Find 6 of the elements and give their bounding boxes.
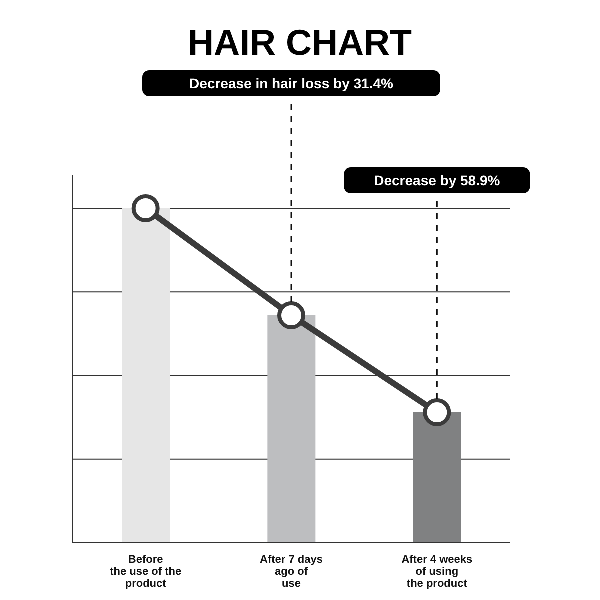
text: Decrease in hair loss by 31.4% xyxy=(190,76,394,92)
chart-title: HAIR CHART xyxy=(187,22,413,64)
x-tick-label: After 7 days ago of use xyxy=(260,554,323,590)
text: Decrease by 58.9% xyxy=(374,172,501,189)
x-tick-label: Before the use of the product xyxy=(110,554,182,590)
x-tick-label: After 4 weeks of using the product xyxy=(402,554,473,590)
